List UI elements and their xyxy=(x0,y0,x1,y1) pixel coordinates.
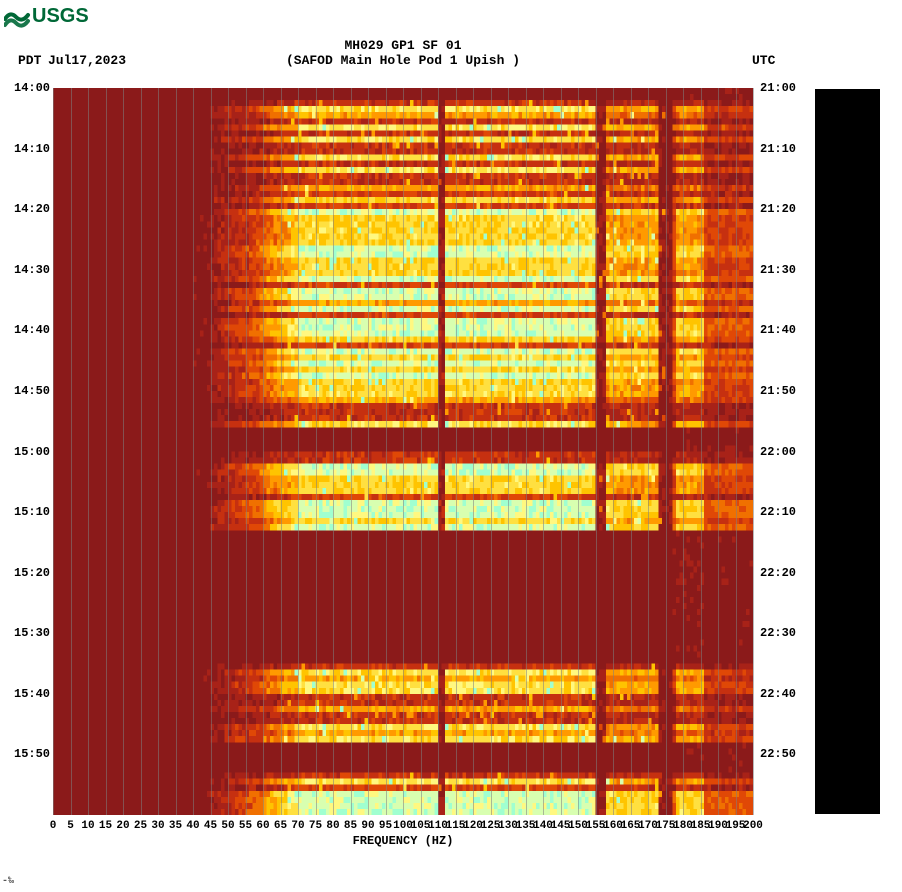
x-tick-label: 50 xyxy=(221,820,234,832)
colorbar xyxy=(815,89,880,814)
plot-title: MH029 GP1 SF 01 xyxy=(344,38,461,53)
y-tick-right: 21:10 xyxy=(760,142,796,156)
y-tick-right: 21:50 xyxy=(760,384,796,398)
x-tick-label: 95 xyxy=(379,820,392,832)
spectrogram-plot xyxy=(53,88,753,815)
usgs-logo-text: USGS xyxy=(32,5,89,27)
x-tick-label: 45 xyxy=(204,820,217,832)
y-tick-right: 22:00 xyxy=(760,445,796,459)
x-tick-label: 20 xyxy=(116,820,129,832)
date-label: Jul17,2023 xyxy=(48,53,126,68)
y-tick-right: 22:40 xyxy=(760,687,796,701)
y-tick-left: 14:10 xyxy=(14,142,50,156)
x-tick-label: 10 xyxy=(81,820,94,832)
usgs-logo: USGS xyxy=(4,2,96,28)
x-axis-label: FREQUENCY (HZ) xyxy=(353,834,454,848)
y-tick-left: 14:00 xyxy=(14,81,50,95)
gridline-vertical xyxy=(753,88,754,815)
x-tick-label: 60 xyxy=(256,820,269,832)
x-tick-label: 85 xyxy=(344,820,357,832)
y-tick-right: 21:40 xyxy=(760,323,796,337)
x-tick-label: 30 xyxy=(151,820,164,832)
y-tick-right: 21:20 xyxy=(760,202,796,216)
y-tick-left: 14:50 xyxy=(14,384,50,398)
x-tick-label: 35 xyxy=(169,820,182,832)
y-tick-right: 22:10 xyxy=(760,505,796,519)
spectrogram-heatmap xyxy=(53,88,753,815)
y-tick-left: 14:20 xyxy=(14,202,50,216)
y-tick-right: 22:20 xyxy=(760,566,796,580)
x-tick-label: 40 xyxy=(186,820,199,832)
y-tick-right: 21:30 xyxy=(760,263,796,277)
x-tick-label: 200 xyxy=(743,820,763,832)
x-tick-label: 0 xyxy=(50,820,57,832)
x-tick-label: 5 xyxy=(67,820,74,832)
tz-left-label: PDT xyxy=(18,53,41,68)
y-tick-left: 15:00 xyxy=(14,445,50,459)
y-tick-left: 14:40 xyxy=(14,323,50,337)
tz-right-label: UTC xyxy=(752,53,775,68)
x-tick-label: 65 xyxy=(274,820,287,832)
y-tick-left: 14:30 xyxy=(14,263,50,277)
x-tick-label: 70 xyxy=(291,820,304,832)
x-tick-label: 15 xyxy=(99,820,112,832)
y-tick-left: 15:50 xyxy=(14,747,50,761)
x-tick-label: 75 xyxy=(309,820,322,832)
x-tick-label: 25 xyxy=(134,820,147,832)
footer-mark: -‰ xyxy=(2,876,14,887)
y-tick-left: 15:10 xyxy=(14,505,50,519)
y-tick-right: 22:50 xyxy=(760,747,796,761)
plot-subtitle: (SAFOD Main Hole Pod 1 Upish ) xyxy=(286,53,520,68)
y-tick-left: 15:20 xyxy=(14,566,50,580)
x-tick-label: 55 xyxy=(239,820,252,832)
y-tick-right: 21:00 xyxy=(760,81,796,95)
y-tick-left: 15:40 xyxy=(14,687,50,701)
page-root: { "logo": { "text": "USGS", "color": "#0… xyxy=(0,0,902,892)
y-tick-left: 15:30 xyxy=(14,626,50,640)
y-tick-right: 22:30 xyxy=(760,626,796,640)
x-tick-label: 80 xyxy=(326,820,339,832)
x-tick-label: 90 xyxy=(361,820,374,832)
